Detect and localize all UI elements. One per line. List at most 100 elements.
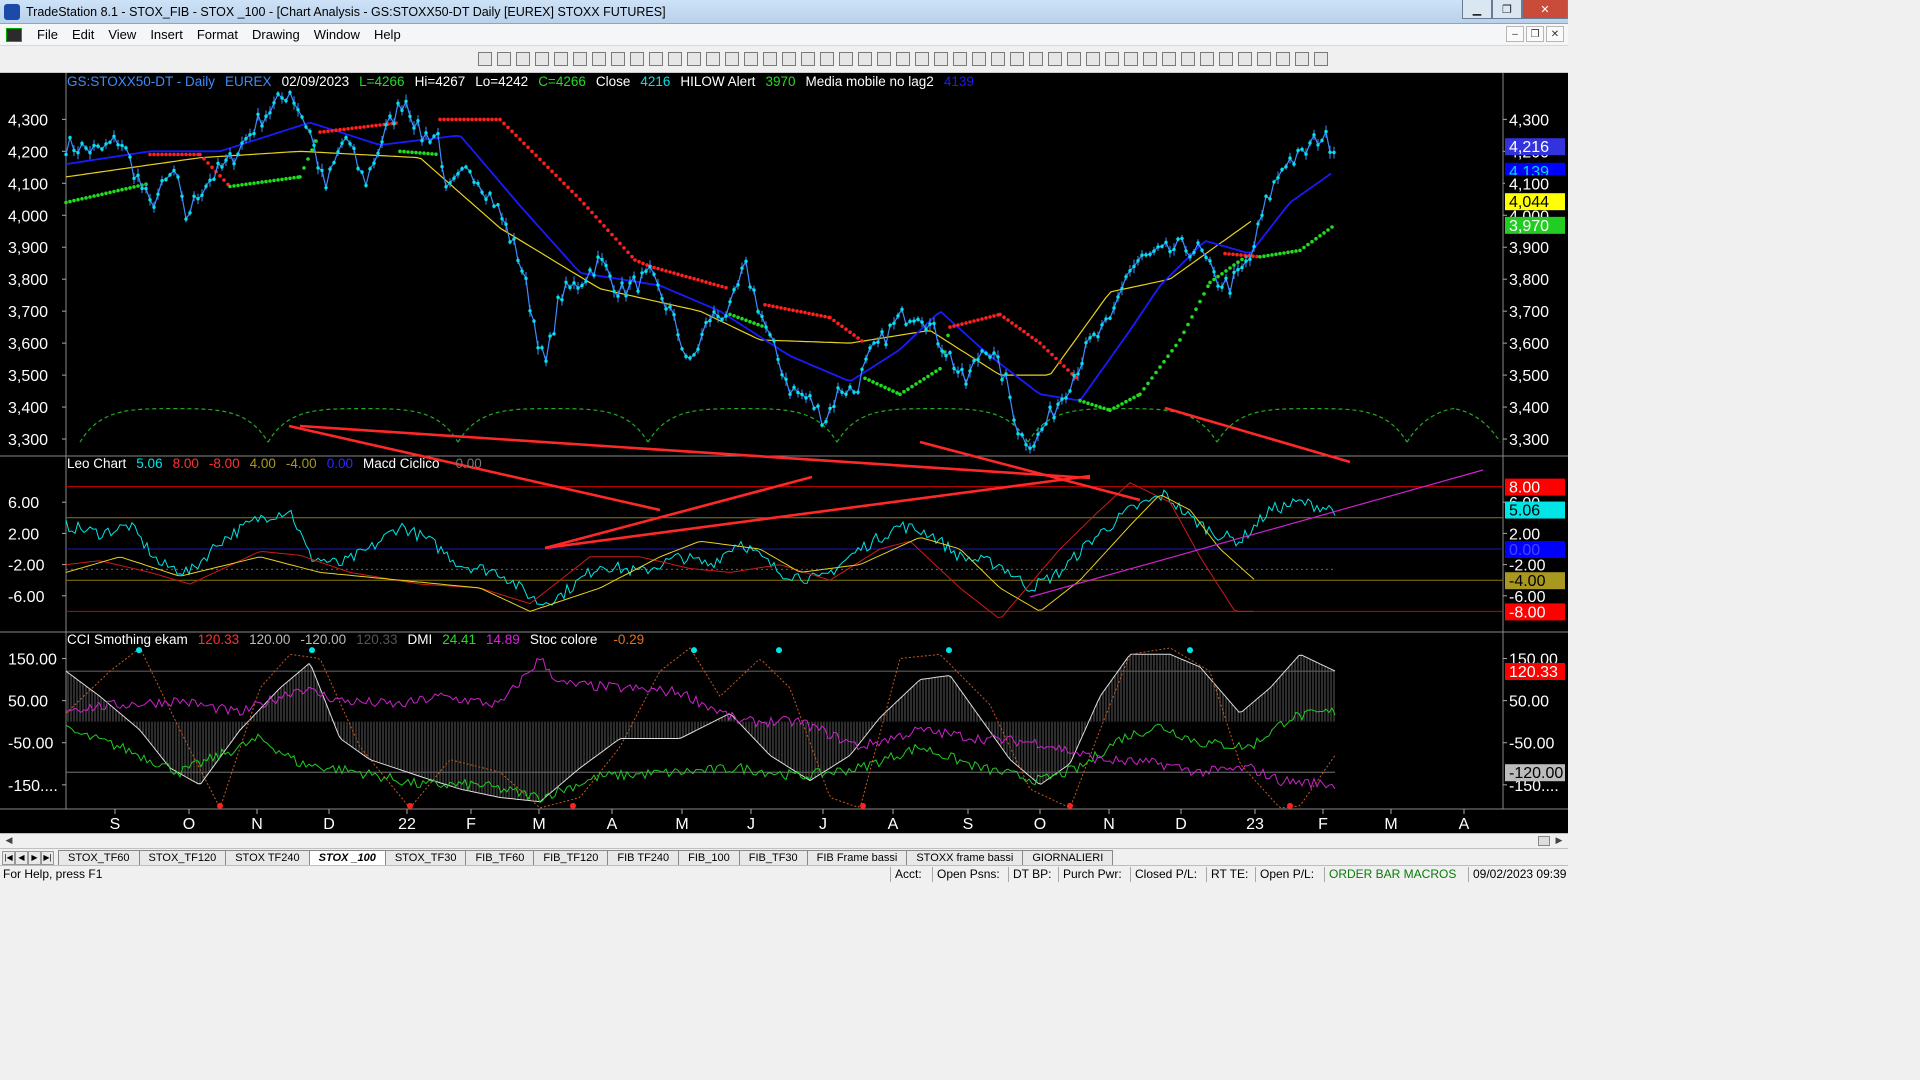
doc-minimize-button[interactable]: ‒	[1506, 26, 1524, 42]
toolbar-tool-icon[interactable]	[1029, 52, 1043, 66]
doc-restore-button[interactable]: ❐	[1526, 26, 1544, 42]
toolbar-tool-icon[interactable]	[1219, 52, 1233, 66]
toolbar-tool-icon[interactable]	[687, 52, 701, 66]
workspace-tab[interactable]: STOX_TF60	[58, 850, 140, 865]
toolbar-tool-icon[interactable]	[1181, 52, 1195, 66]
workspace-tab[interactable]: STOX_TF30	[384, 850, 467, 865]
toolbar-tool-icon[interactable]	[630, 52, 644, 66]
workspace-tab[interactable]: FIB_TF30	[738, 850, 808, 865]
toolbar-tool-icon[interactable]	[706, 52, 720, 66]
menu-edit[interactable]: Edit	[71, 27, 95, 42]
scroll-right-arrow-icon[interactable]: ▶	[1555, 835, 1563, 845]
toolbar-tool-icon[interactable]	[934, 52, 948, 66]
workspace-tab[interactable]: STOX _100	[308, 850, 386, 865]
close-dot	[488, 191, 492, 195]
toolbar-tool-icon[interactable]	[611, 52, 625, 66]
workspace-tab[interactable]: STOXX frame bassi	[906, 850, 1024, 865]
close-dot	[516, 258, 520, 263]
toolbar-tool-icon[interactable]	[896, 52, 910, 66]
close-button[interactable]: ✕	[1522, 0, 1568, 19]
close-dot	[616, 294, 620, 298]
toolbar-tool-icon[interactable]	[516, 52, 530, 66]
chart-analysis-window[interactable]: 4,3004,3004,2004,2004,1004,1004,0004,000…	[0, 73, 1568, 833]
close-dot	[1184, 249, 1188, 253]
order-bar-macros[interactable]: ORDER BAR MACROS	[1324, 867, 1456, 882]
menu-view[interactable]: View	[108, 27, 137, 42]
toolbar-tool-icon[interactable]	[1238, 52, 1252, 66]
toolbar-tool-icon[interactable]	[1162, 52, 1176, 66]
workspace-tab[interactable]: STOX_TF120	[138, 850, 227, 865]
tab-first-icon[interactable]: |◀	[2, 851, 15, 865]
y-axis-label-left: 6.00	[8, 495, 39, 512]
toolbar-tool-icon[interactable]	[592, 52, 606, 66]
toolbar-tool-icon[interactable]	[915, 52, 929, 66]
toolbar-tool-icon[interactable]	[1105, 52, 1119, 66]
hilow-alert-dot	[514, 133, 518, 138]
toolbar-tool-icon[interactable]	[1124, 52, 1138, 66]
toolbar-tool-icon[interactable]	[1143, 52, 1157, 66]
hilow-alert-dot	[164, 152, 168, 157]
toolbar-tool-icon[interactable]	[1086, 52, 1100, 66]
menu-help[interactable]: Help	[373, 27, 401, 42]
toolbar-tool-icon[interactable]	[801, 52, 815, 66]
toolbar-tool-icon[interactable]	[1276, 52, 1290, 66]
red-trendline	[299, 424, 1091, 480]
workspace-tab[interactable]: GIORNALIERI	[1022, 850, 1114, 865]
tab-last-icon[interactable]: ▶|	[41, 851, 54, 865]
hilow-alert-dot	[1062, 364, 1066, 368]
toolbar-tool-icon[interactable]	[820, 52, 834, 66]
toolbar-tool-icon[interactable]	[573, 52, 587, 66]
toolbar-tool-icon[interactable]	[991, 52, 1005, 66]
tab-prev-icon[interactable]: ◀	[15, 851, 28, 865]
close-dot	[100, 147, 104, 151]
toolbar-tool-icon[interactable]	[1048, 52, 1062, 66]
workspace-tab[interactable]: STOX TF240	[225, 850, 310, 865]
toolbar-tool-icon[interactable]	[782, 52, 796, 66]
scroll-thumb[interactable]	[1538, 836, 1550, 846]
toolbar-tool-icon[interactable]	[554, 52, 568, 66]
toolbar-tool-icon[interactable]	[953, 52, 967, 66]
scroll-left-arrow-icon[interactable]: ◀	[5, 835, 13, 845]
toolbar-tool-icon[interactable]	[763, 52, 777, 66]
hilow-alert-dot	[510, 129, 514, 134]
toolbar-tool-icon[interactable]	[972, 52, 986, 66]
tab-next-icon[interactable]: ▶	[28, 851, 41, 865]
menu-drawing[interactable]: Drawing	[252, 27, 300, 42]
y-axis-label-right: 3,600	[1509, 336, 1549, 353]
menu-format[interactable]: Format	[196, 27, 238, 42]
menu-file[interactable]: File	[37, 27, 58, 42]
menu-window[interactable]: Window	[313, 27, 360, 42]
toolbar-tool-icon[interactable]	[649, 52, 663, 66]
toolbar-tool-icon[interactable]	[839, 52, 853, 66]
maximize-button[interactable]: ❐	[1492, 0, 1522, 19]
chart-document-icon[interactable]	[6, 27, 22, 42]
toolbar-tool-icon[interactable]	[858, 52, 872, 66]
toolbar-tool-icon[interactable]	[744, 52, 758, 66]
toolbar-tool-icon[interactable]	[668, 52, 682, 66]
toolbar-tool-icon[interactable]	[1295, 52, 1309, 66]
chart-canvas[interactable]: 4,3004,3004,2004,2004,1004,1004,0004,000…	[0, 73, 1568, 833]
close-dot	[932, 321, 936, 326]
toolbar-tool-icon[interactable]	[497, 52, 511, 66]
doc-close-button[interactable]: ✕	[1546, 26, 1564, 42]
workspace-tab[interactable]: FIB TF240	[607, 850, 680, 865]
toolbar-tool-icon[interactable]	[1200, 52, 1214, 66]
chart-horizontal-scrollbar[interactable]: ◀ ▶	[0, 833, 1568, 848]
toolbar-tool-icon[interactable]	[877, 52, 891, 66]
workspace-tab[interactable]: FIB Frame bassi	[806, 850, 908, 865]
toolbar-tool-icon[interactable]	[1067, 52, 1081, 66]
toolbar-tool-icon[interactable]	[1314, 52, 1328, 66]
minimize-button[interactable]: ▁	[1462, 0, 1492, 19]
toolbar-tool-icon[interactable]	[1257, 52, 1271, 66]
workspace-tab[interactable]: FIB_TF120	[533, 850, 609, 865]
toolbar-tool-icon[interactable]	[535, 52, 549, 66]
y-axis-label-left: -6.00	[8, 589, 45, 606]
hilow-alert-dot	[522, 141, 526, 146]
menu-insert[interactable]: Insert	[150, 27, 183, 42]
workspace-tab[interactable]: FIB_100	[678, 850, 740, 865]
toolbar-tool-icon[interactable]	[1010, 52, 1024, 66]
workspace-tab[interactable]: FIB_TF60	[465, 850, 535, 865]
toolbar-tool-icon[interactable]	[478, 52, 492, 66]
hilow-alert-dot	[906, 387, 910, 392]
toolbar-tool-icon[interactable]	[725, 52, 739, 66]
